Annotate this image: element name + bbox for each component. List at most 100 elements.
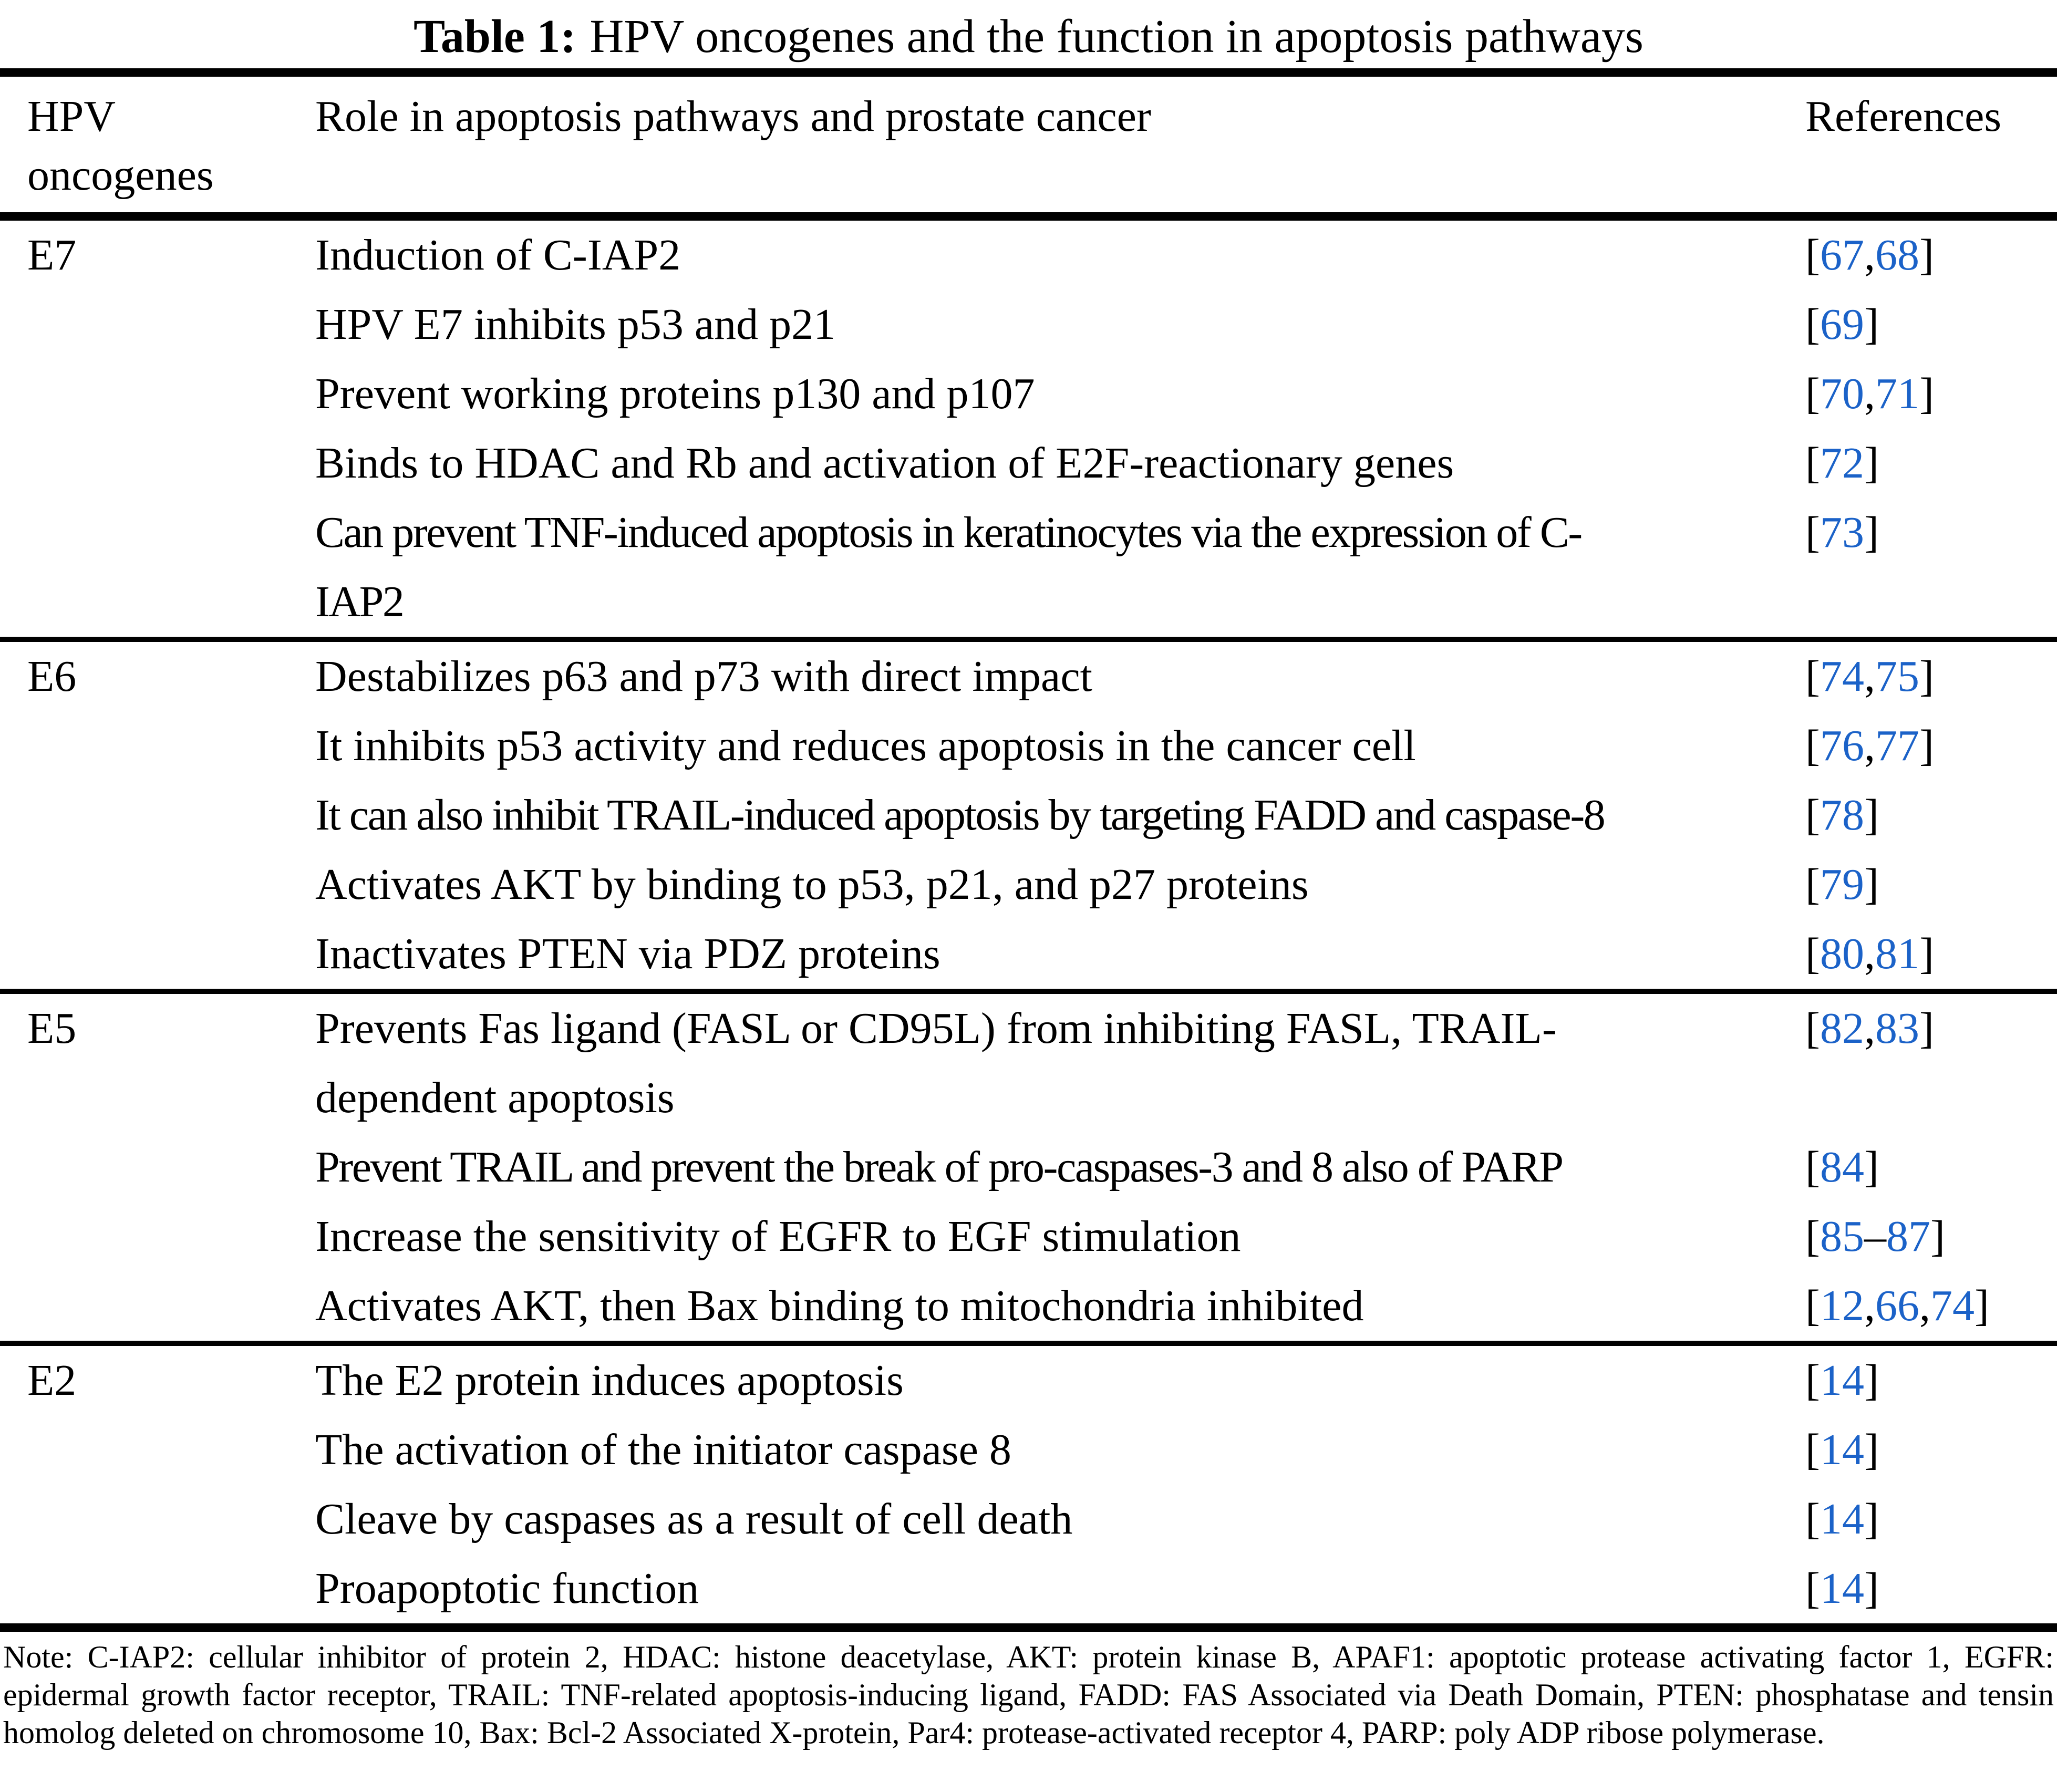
reference-separator: , [1864, 1281, 1875, 1330]
reference-link[interactable]: 77 [1875, 721, 1919, 770]
role-description: Can prevent TNF-induced apoptosis in ker… [315, 508, 1583, 626]
table-row: It can also inhibit TRAIL-induced apopto… [0, 781, 2057, 850]
reference-cell: [76,77] [1797, 711, 2057, 781]
table-row: E7 Induction of C-IAP2 [67,68] [0, 221, 2057, 290]
table-row: The activation of the initiator caspase … [0, 1415, 2057, 1485]
role-description: It inhibits p53 activity and reduces apo… [315, 721, 1416, 770]
reference-link[interactable]: 76 [1820, 721, 1864, 770]
oncogene-section-e2: E2 The E2 protein induces apoptosis [14] Th… [0, 1341, 2057, 1623]
reference-bracket: [ [1805, 929, 1820, 978]
reference-bracket: ] [1919, 929, 1934, 978]
reference-bracket: [ [1805, 791, 1820, 840]
reference-bracket: ] [1919, 231, 1934, 279]
table-row: Increase the sensitivity of EGFR to EGF … [0, 1202, 2057, 1271]
table-row: E2 The E2 protein induces apoptosis [14] [0, 1346, 2057, 1415]
oncogene-label: E7 [27, 231, 77, 279]
hpv-oncogene-table: HPV oncogenes Role in apoptosis pathways… [0, 68, 2057, 1623]
role-description: Proapoptotic function [315, 1564, 699, 1613]
reference-link[interactable]: 75 [1875, 652, 1919, 701]
role-description: Prevent working proteins p130 and p107 [315, 369, 1035, 418]
oncogene-label [0, 359, 315, 429]
reference-link[interactable]: 14 [1820, 1425, 1864, 1474]
reference-cell: [80,81] [1797, 919, 2057, 989]
reference-separator: , [1864, 652, 1875, 701]
reference-link[interactable]: 66 [1875, 1281, 1919, 1330]
oncogene-label [0, 429, 315, 498]
reference-bracket: ] [1864, 1425, 1879, 1474]
reference-link[interactable]: 85 [1820, 1212, 1864, 1261]
reference-bracket: ] [1864, 439, 1879, 488]
reference-link[interactable]: 73 [1820, 508, 1864, 557]
reference-bracket: [ [1805, 439, 1820, 488]
reference-bracket: ] [1919, 652, 1934, 701]
table-row: Binds to HDAC and Rb and activation of E… [0, 429, 2057, 498]
oncogene-label [0, 1202, 315, 1271]
reference-link[interactable]: 87 [1886, 1212, 1930, 1261]
reference-separator: , [1864, 1004, 1875, 1053]
reference-link[interactable]: 78 [1820, 791, 1864, 840]
reference-bracket: [ [1805, 508, 1820, 557]
table-row: Can prevent TNF-induced apoptosis in ker… [0, 498, 2057, 637]
reference-link[interactable]: 68 [1875, 231, 1919, 279]
reference-link[interactable]: 67 [1820, 231, 1864, 279]
table-title-text: HPV oncogenes and the function in apopto… [590, 11, 1643, 63]
reference-separator: , [1864, 929, 1875, 978]
reference-bracket: [ [1805, 721, 1820, 770]
reference-link[interactable]: 71 [1875, 369, 1919, 418]
reference-cell: [14] [1797, 1415, 2057, 1485]
reference-bracket: ] [1864, 1564, 1879, 1613]
reference-link[interactable]: 12 [1820, 1281, 1864, 1330]
reference-link[interactable]: 83 [1875, 1004, 1919, 1053]
table-footnote: Note: C-IAP2: cellular inhibitor of prot… [0, 1623, 2057, 1752]
reference-bracket: ] [1930, 1212, 1945, 1261]
role-description: Prevent TRAIL and prevent the break of p… [315, 1143, 1564, 1192]
reference-bracket: [ [1805, 1212, 1820, 1261]
reference-cell: [12,66,74] [1797, 1271, 2057, 1341]
reference-link[interactable]: 14 [1820, 1564, 1864, 1613]
role-description: Activates AKT, then Bax binding to mitoc… [315, 1281, 1364, 1330]
reference-link[interactable]: 72 [1820, 439, 1864, 488]
reference-link[interactable]: 74 [1820, 652, 1864, 701]
reference-separator: , [1919, 1281, 1930, 1330]
reference-separator: , [1864, 231, 1875, 279]
oncogene-label [0, 1485, 315, 1554]
reference-bracket: ] [1864, 860, 1879, 909]
reference-link[interactable]: 79 [1820, 860, 1864, 909]
table-title-label: Table 1: [414, 11, 576, 63]
reference-bracket: ] [1919, 1004, 1934, 1053]
oncogene-label [0, 1554, 315, 1623]
reference-cell: [74,75] [1797, 642, 2057, 711]
reference-link[interactable]: 14 [1820, 1495, 1864, 1544]
reference-link[interactable]: 74 [1930, 1281, 1975, 1330]
reference-link[interactable]: 82 [1820, 1004, 1864, 1053]
role-description: Induction of C-IAP2 [315, 231, 681, 279]
oncogene-label [0, 1271, 315, 1341]
oncogene-label [0, 498, 315, 637]
reference-bracket: [ [1805, 1564, 1820, 1613]
oncogene-section-e6: E6 Destabilizes p63 and p73 with direct i… [0, 637, 2057, 989]
table-row: Prevent working proteins p130 and p107 [7… [0, 359, 2057, 429]
column-header-references: References [1805, 92, 2002, 141]
reference-separator: , [1864, 721, 1875, 770]
table-row: E5 Prevents Fas ligand (FASL or CD95L) fr… [0, 994, 2057, 1133]
reference-cell: [14] [1797, 1346, 2057, 1415]
reference-link[interactable]: 80 [1820, 929, 1864, 978]
role-description: HPV E7 inhibits p53 and p21 [315, 300, 836, 349]
reference-link[interactable]: 81 [1875, 929, 1919, 978]
reference-bracket: [ [1805, 860, 1820, 909]
reference-bracket: [ [1805, 652, 1820, 701]
reference-link[interactable]: 70 [1820, 369, 1864, 418]
reference-bracket: [ [1805, 1356, 1820, 1405]
reference-link[interactable]: 69 [1820, 300, 1864, 349]
reference-separator: – [1864, 1212, 1886, 1261]
table-row: Activates AKT, then Bax binding to mitoc… [0, 1271, 2057, 1341]
role-description: The E2 protein induces apoptosis [315, 1356, 904, 1405]
table-row: Cleave by caspases as a result of cell d… [0, 1485, 2057, 1554]
reference-bracket: ] [1864, 1356, 1879, 1405]
reference-bracket: ] [1919, 369, 1934, 418]
table-row: Prevent TRAIL and prevent the break of p… [0, 1133, 2057, 1202]
reference-bracket: ] [1974, 1281, 1989, 1330]
reference-link[interactable]: 84 [1820, 1143, 1864, 1192]
reference-link[interactable]: 14 [1820, 1356, 1864, 1405]
